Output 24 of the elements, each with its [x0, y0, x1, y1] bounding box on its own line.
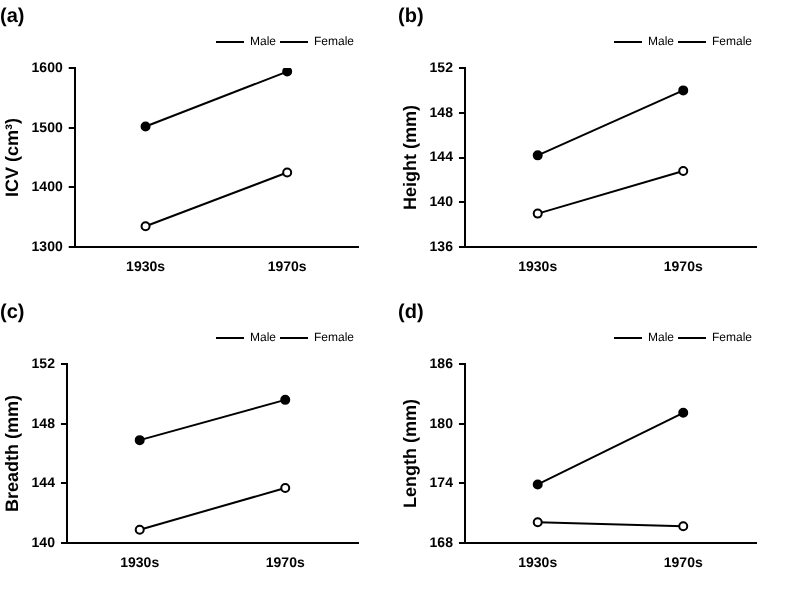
point [280, 482, 291, 493]
point [532, 150, 543, 161]
point [282, 68, 293, 77]
point [134, 524, 145, 535]
chart-title: (d) [398, 301, 424, 324]
point [282, 167, 293, 178]
point [140, 221, 151, 232]
point [532, 208, 543, 219]
point [678, 85, 689, 96]
y-axis-title: ICV (cm³) [1, 118, 22, 198]
point [532, 517, 543, 528]
chart-title: (c) [0, 301, 25, 324]
point [140, 121, 151, 132]
point [134, 435, 145, 446]
point [678, 521, 689, 532]
point [678, 166, 689, 177]
y-axis-title: Breadth (mm) [1, 395, 22, 513]
y-axis-title: Length (mm) [399, 399, 420, 509]
y-axis-title: Height (mm) [399, 105, 420, 211]
point [280, 394, 291, 405]
point [678, 407, 689, 418]
point [532, 479, 543, 490]
chart-title: (a) [0, 5, 25, 28]
chart-title: (b) [398, 5, 424, 28]
